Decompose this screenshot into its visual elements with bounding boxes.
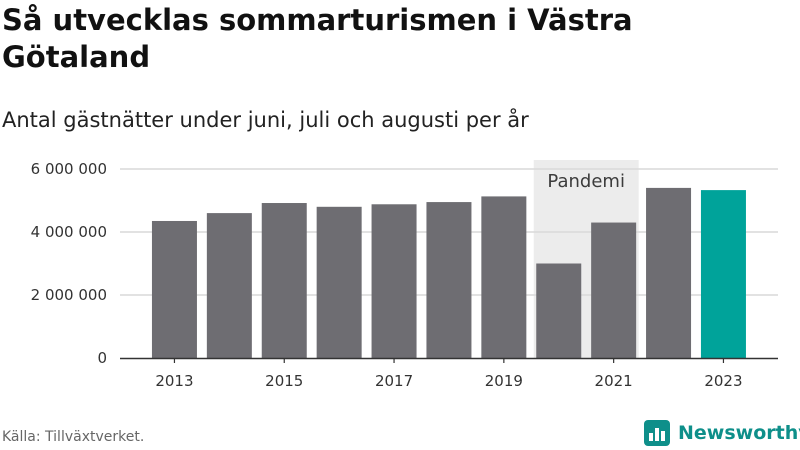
bar-2014 [206,213,252,358]
x-tick-label: 2021 [595,372,633,390]
bar-2018 [426,202,472,358]
bar-2013 [151,220,197,358]
x-tick-label: 2013 [155,372,193,390]
bar-2015 [261,203,307,358]
x-tick-label: 2017 [375,372,413,390]
bar-2019 [481,196,527,358]
x-tick-label: 2015 [265,372,303,390]
x-tick-label: 2019 [485,372,523,390]
chart-subtitle: Antal gästnätter under juni, juli och au… [2,108,529,132]
bar-2023 [700,190,746,358]
bar-2017 [371,204,417,358]
brand-logo: Newsworthy [644,420,800,446]
y-tick-label: 6 000 000 [31,160,107,178]
bar-2020 [536,263,582,358]
newsworthy-logo-icon [644,420,670,446]
bar-2021 [591,222,637,358]
chart-title: Så utvecklas sommarturismen i Västra Göt… [2,3,633,74]
bar-2016 [316,206,362,358]
annotation-label: Pandemi [547,171,625,192]
bar-chart: Pandemi 0 2 000 000 4 000 000 6 000 000 2013 2… [31,160,778,390]
y-tick-label: 2 000 000 [31,286,107,304]
y-tick-label: 0 [97,349,107,367]
y-tick-label: 4 000 000 [31,223,107,241]
x-tick-label: 2023 [704,372,742,390]
source-note: Källa: Tillväxtverket. [2,429,145,445]
brand-name: Newsworthy [678,422,800,444]
bar-2022 [646,187,692,358]
